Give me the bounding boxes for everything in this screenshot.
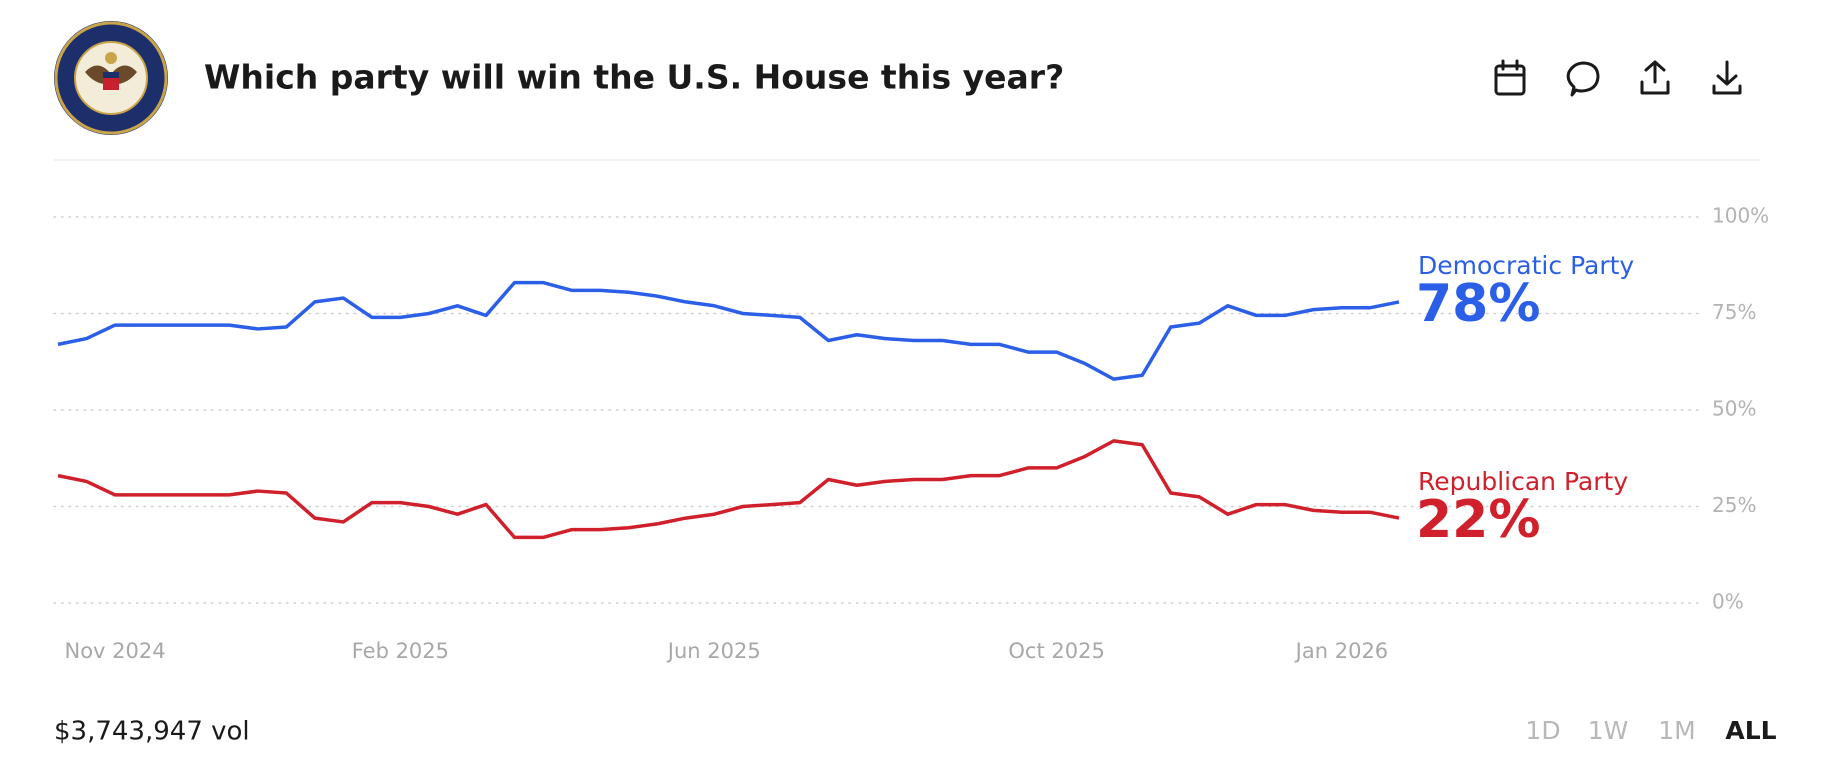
series-line [57, 280, 1400, 381]
y-tick-label: 0% [1712, 590, 1744, 614]
x-tick-label: Nov 2024 [65, 639, 166, 663]
range-button[interactable]: 1W [1588, 716, 1629, 745]
x-tick-label: Oct 2025 [1008, 639, 1104, 663]
legend-name: Republican Party [1418, 467, 1628, 496]
y-tick-label: 75% [1712, 300, 1756, 324]
last-value-label: 78% [1416, 274, 1540, 334]
series-line [57, 439, 1400, 540]
y-tick-label: 25% [1712, 493, 1756, 517]
range-button[interactable]: 1D [1525, 716, 1560, 745]
volume: $3,743,947 vol [54, 717, 250, 747]
range-selector: 1D 1W 1M ALL [1525, 716, 1776, 745]
x-tick-label: Feb 2025 [352, 639, 449, 663]
last-value-label: 22% [1416, 490, 1540, 550]
range-button[interactable]: 1M [1658, 716, 1695, 745]
x-tick-label: Jun 2025 [666, 639, 761, 663]
title: Which party will win the U.S. House this… [204, 58, 1064, 97]
plot: 0% 25% 50% 75% 100% Nov 2024 Feb 2025 Jun 2025 O… [53, 204, 1769, 663]
y-tick-label: 50% [1712, 397, 1756, 421]
download-icon[interactable] [1712, 60, 1742, 95]
range-button[interactable]: ALL [1725, 716, 1776, 745]
legend-name: Democratic Party [1418, 251, 1634, 280]
share-icon[interactable] [1640, 60, 1670, 95]
x-tick-label: Jan 2026 [1294, 639, 1389, 663]
comment-icon[interactable] [1566, 61, 1600, 97]
y-tick-label: 100% [1712, 204, 1769, 228]
calendar-icon[interactable] [1494, 59, 1526, 96]
logo [54, 21, 168, 135]
